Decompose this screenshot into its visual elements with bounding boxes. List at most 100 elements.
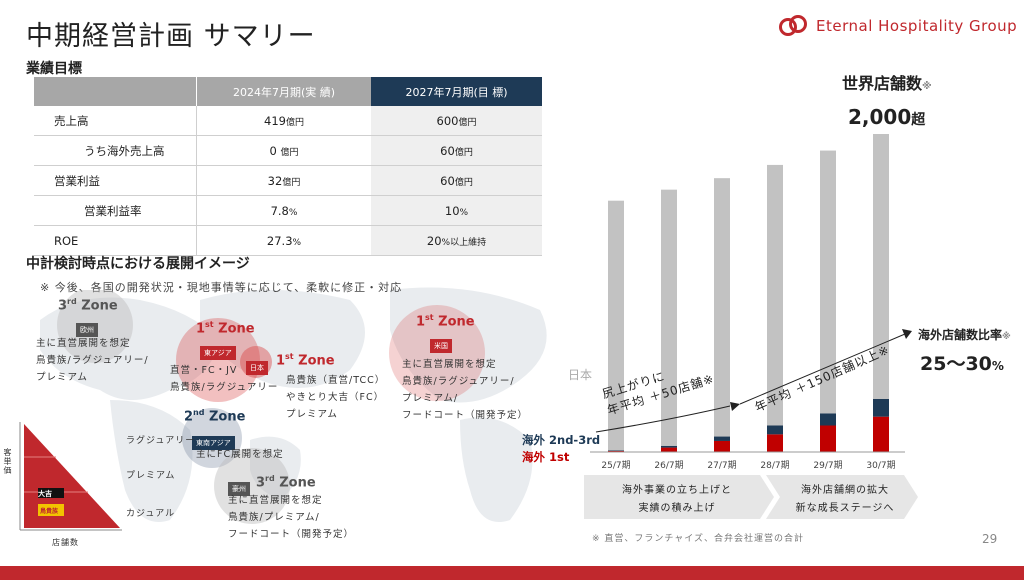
axis-x-label: 店舗数 [52,538,79,547]
phase-2: 海外店舗網の拡大 新な成長ステージへ [795,485,895,514]
desc-usa: 主に直営展開を想定 鳥貴族/ラグジュアリー/プレミアム/フードコート（開発予定） [402,359,529,421]
legend-overseas-1st: 海外 1st [522,450,570,464]
row-label: うち海外売上高 [34,135,197,166]
map-note: ※ 今後、各国の開発状況・現地事情等に応じて、柔軟に修正・対応 [40,281,403,294]
phase-arrow-bar [584,475,918,519]
overseas-ratio-value: 25〜30% [920,353,1004,375]
bar-segment [767,425,783,435]
bar-segment [767,434,783,452]
bar-segment [873,416,889,452]
zone-label-usa: 1st Zone [416,313,475,330]
bar-segment [714,436,730,441]
row-target: 60億円 [371,165,542,196]
zone-label-east-asia: 1st Zone [196,320,255,337]
tier-casual: カジュアル [126,509,176,519]
row-actual: 27.3% [196,225,371,256]
row-label: ROE [34,225,197,256]
row-actual: 0 億円 [196,135,371,166]
row-actual: 419億円 [196,106,371,136]
kpi-header-row: 2024年7月期(実 績) 2027年7月期(目 標) [34,77,542,106]
bar-segment [608,450,624,451]
zone-label-oceania: 3rd Zone [256,474,316,491]
x-tick-label: 29/7期 [813,460,842,471]
bar-segment [661,189,677,446]
company-logo: Eternal Hospitality Group [778,15,1017,37]
overseas-ratio-title: 海外店舗数比率※ [918,328,1011,342]
footnote: ※ 直営、フランチャイズ、合弁会社運営の合計 [592,534,805,544]
tier-triangle [19,422,122,531]
brand-daikichi-box [38,488,64,498]
zone-circle-oceania [214,448,290,524]
zone-circle-usa [389,305,485,401]
bar-segment [767,164,783,426]
axis-y-label: 客単価 [3,448,12,475]
desc-se-asia: 主にFC展開を想定 [196,449,284,460]
kpi-header-blank [34,77,197,106]
store-count-value: 2,000超 [848,105,926,129]
bar-segment [820,425,836,452]
row-actual: 32億円 [196,165,371,196]
store-count-title: 世界店舗数※ [842,74,932,93]
zone-circle-east-asia [176,318,260,402]
table-row: 営業利益率 7.8% 10% [34,195,542,226]
x-tick-label: 27/7期 [707,460,736,471]
tier-premium: プレミアム [126,471,176,481]
brand-torikizoku-box [38,504,64,516]
row-target: 600億円 [371,106,542,136]
bar-segment [608,200,624,451]
zone-label-japan: 1st Zone [276,352,335,369]
bar-segment [820,413,836,426]
table-row: うち海外売上高 0 億円 60億円 [34,135,542,166]
desc-japan: 鳥貴族（直営/TCC） やきとり大吉（FC） プレミアム [286,375,386,420]
x-tick-label: 25/7期 [601,460,630,471]
row-target: 10% [371,195,542,226]
row-actual: 7.8% [196,195,371,226]
bar-segment [873,399,889,417]
desc-oceania: 主に直営展開を想定 鳥貴族/プレミアム/フードコート（開発予定） [228,495,355,540]
brand-daikichi: 大吉 [38,490,52,498]
bar-segment [661,445,677,448]
x-tick-label: 30/7期 [866,460,895,471]
tag-europe: 欧州 [76,317,98,337]
bar-segment [873,134,889,399]
bar-segment [608,450,624,452]
zone-label-se-asia: 2nd Zone [184,408,246,425]
row-label: 営業利益率 [34,195,197,226]
store-count-chart: 25/7期 26/7期 27/7期 28/7期 29/7期 30/7期 [590,134,905,471]
row-target: 20%以上維持 [371,225,542,256]
tag-oceania: 豪州 [228,476,250,496]
kpi-header-target: 2027年7月期(目 標) [371,77,542,106]
page-number: 29 [982,532,998,546]
tag-se-asia: 東南アジア [192,430,235,450]
kpi-table: 2024年7月期(実 績) 2027年7月期(目 標) 売上高 419億円 60… [34,77,542,256]
row-target: 60億円 [371,135,542,166]
row-label: 売上高 [34,106,197,136]
bar-segment [820,150,836,414]
map-section-title: 中計検討時点における展開イメージ [26,256,250,272]
logo-text: Eternal Hospitality Group [816,17,1018,35]
table-row: ROE 27.3% 20%以上維持 [34,225,542,256]
tag-east-asia: 東アジア [200,340,236,360]
legend-japan: 日本 [568,368,593,382]
kpi-section-title: 業績目標 [26,61,82,77]
desc-east-asia: 直営・FC・JV 鳥貴族/ラグジュアリー [170,365,279,393]
desc-europe: 主に直営展開を想定 鳥貴族/ラグジュアリー/プレミアム [36,338,149,383]
page-title: 中期経営計画 サマリー [26,21,316,52]
zone-label-europe: 3rd Zone [58,297,118,314]
growth-arrows [595,329,912,433]
tag-japan: 日本 [246,355,268,375]
table-row: 営業利益 32億円 60億円 [34,165,542,196]
bottom-bar [0,566,1024,580]
phase-1: 海外事業の立ち上げと 実績の積み上げ [622,485,732,514]
bar-segment [714,178,730,437]
bar-segment [714,440,730,452]
bar-segment [661,447,677,452]
x-tick-label: 26/7期 [654,460,683,471]
tag-usa: 米国 [430,333,452,353]
logo-mark-icon [779,15,807,36]
row-label: 営業利益 [34,165,197,196]
legend-overseas-2nd-3rd: 海外 2nd-3rd [522,433,601,447]
tier-luxury: ラグジュアリー [126,436,196,446]
x-tick-label: 28/7期 [760,460,789,471]
table-row: 売上高 419億円 600億円 [34,106,542,136]
